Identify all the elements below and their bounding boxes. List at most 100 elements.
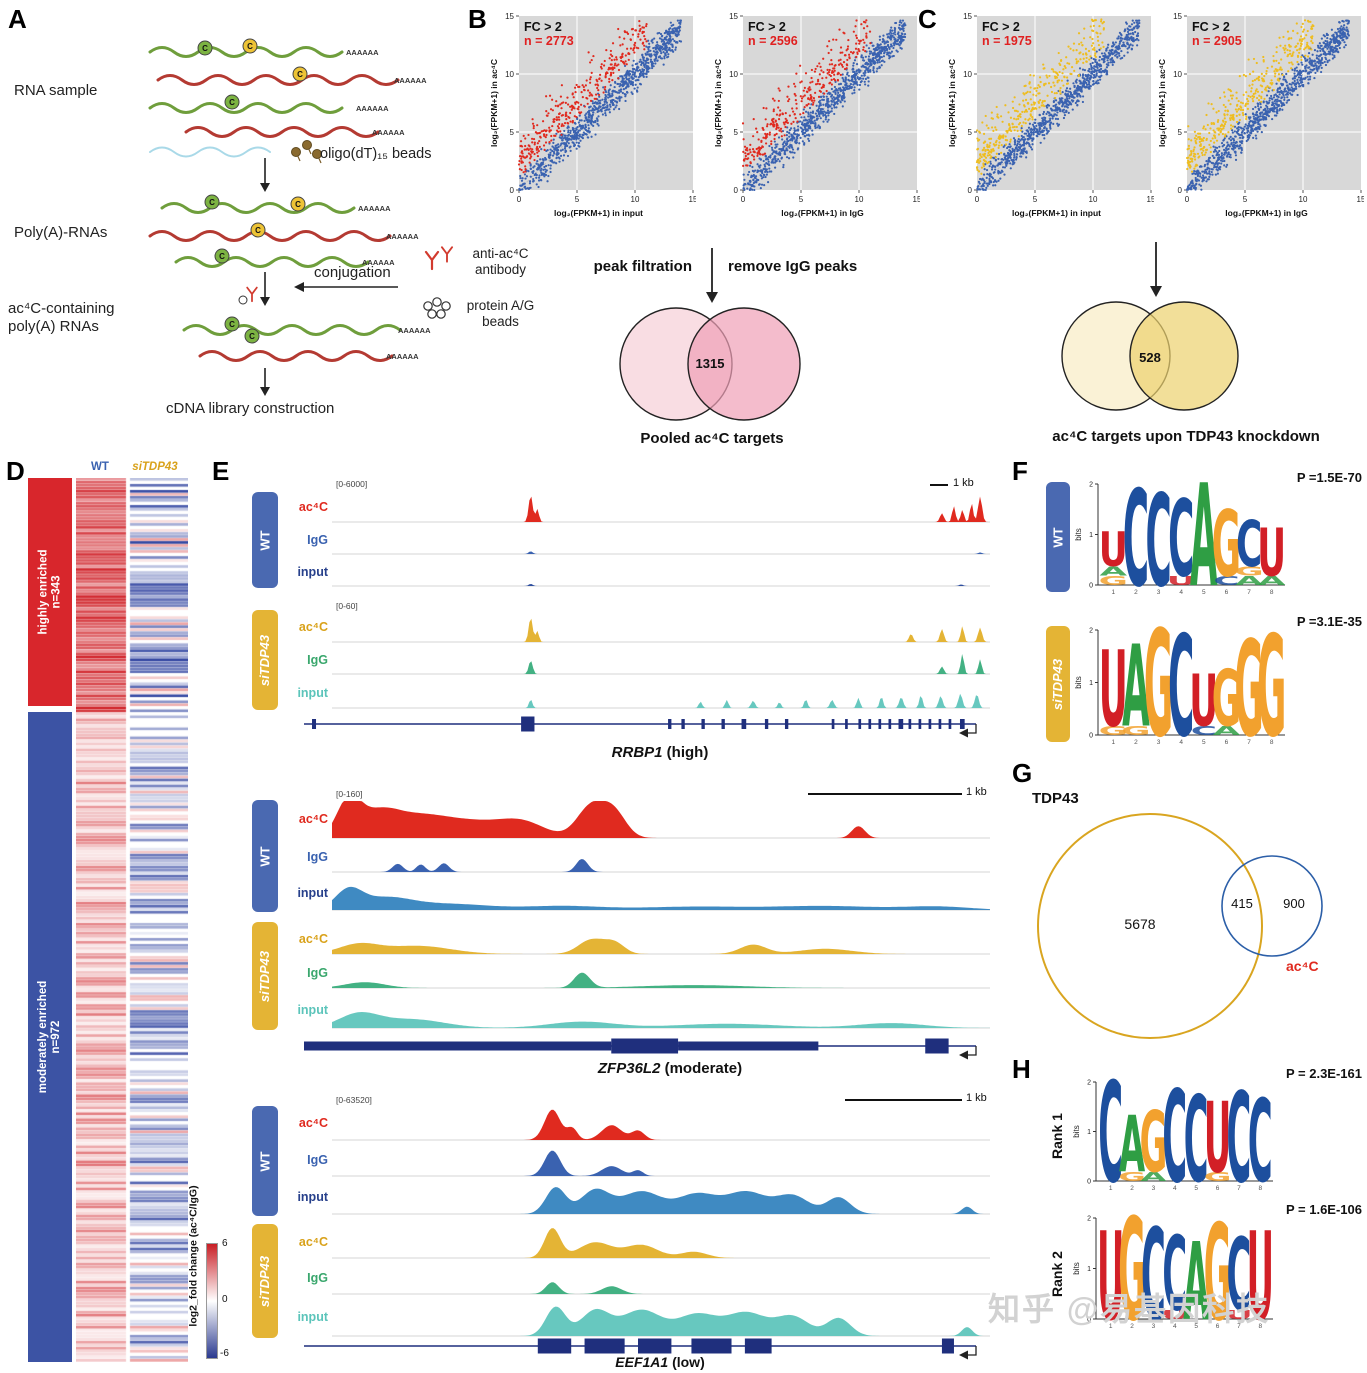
highly-enriched-bar: highly enriched n=343 bbox=[28, 478, 72, 706]
c2-n-label: n = 2905 bbox=[1192, 34, 1242, 48]
track-label-igg: IgG bbox=[307, 850, 328, 864]
tdp43-label: TDP43 bbox=[1032, 790, 1079, 807]
motif-wt-pvalue: P =1.5E-70 bbox=[1296, 470, 1362, 485]
svg-text:AAAAAA: AAAAAA bbox=[356, 104, 389, 113]
svg-text:5: 5 bbox=[1243, 195, 1248, 204]
pooled-targets-venn bbox=[619, 307, 801, 421]
tracks-eef1a1-svg bbox=[332, 1109, 990, 1337]
track-label-input: input bbox=[297, 1310, 328, 1324]
svg-text:10: 10 bbox=[505, 70, 514, 79]
venn-g-overlap-value: 415 bbox=[1231, 896, 1253, 911]
track-label-igg: IgG bbox=[307, 1271, 328, 1285]
watermark: 知乎 @易基因科技 bbox=[988, 1291, 1271, 1327]
svg-text:AAAAAA: AAAAAA bbox=[362, 258, 395, 267]
track-label-input: input bbox=[297, 686, 328, 700]
svg-text:C: C bbox=[255, 226, 261, 235]
moderately-enriched-bar: moderately enriched n=972 bbox=[28, 712, 72, 1362]
svg-text:C: C bbox=[247, 42, 253, 51]
svg-text:C: C bbox=[295, 200, 301, 209]
c2-x-axis-label: log₂(FPKM+1) in IgG bbox=[1225, 208, 1308, 218]
svg-text:5: 5 bbox=[799, 195, 804, 204]
track-label-igg: IgG bbox=[307, 653, 328, 667]
remove-igg-label: remove IgG peaks bbox=[728, 258, 858, 275]
track-label-ac4c: ac⁴C bbox=[298, 812, 328, 826]
wt-block-rrbp1: WT bbox=[252, 492, 278, 588]
track-label-igg: IgG bbox=[307, 1153, 328, 1167]
cdna-label: cDNA library construction bbox=[166, 400, 335, 417]
heatmap-canvas bbox=[76, 478, 188, 1362]
b2-x-axis-label: log₂(FPKM+1) in IgG bbox=[781, 208, 864, 218]
svg-text:15: 15 bbox=[1147, 195, 1154, 204]
svg-text:AAAAAA: AAAAAA bbox=[394, 76, 427, 85]
svg-text:C: C bbox=[297, 70, 303, 79]
range-eef1a1-wt: [0-63520] bbox=[336, 1095, 372, 1105]
colorbar bbox=[206, 1243, 218, 1359]
svg-text:0: 0 bbox=[517, 195, 522, 204]
b1-n-label: n = 2773 bbox=[524, 34, 574, 48]
svg-text:5: 5 bbox=[510, 128, 515, 137]
b1-scatter-svg: 00 5 5 10 10 15 15 bbox=[505, 12, 696, 204]
gene-model-eef1a1-svg bbox=[304, 1338, 977, 1360]
svg-text:0: 0 bbox=[741, 195, 746, 204]
track-label-input: input bbox=[297, 565, 328, 579]
svg-text:10: 10 bbox=[855, 195, 864, 204]
ac4c-containing-label-2: poly(A) RNAs bbox=[8, 318, 99, 335]
tracks-zfp36l2-svg bbox=[332, 801, 990, 1029]
track-label-input: input bbox=[297, 1190, 328, 1204]
heatmap-col-si: siTDP43 bbox=[132, 461, 178, 473]
svg-text:15: 15 bbox=[963, 12, 972, 21]
b2-y-axis-label: log₂(FPKM+1) in ac⁴C bbox=[713, 58, 723, 148]
svg-text:15: 15 bbox=[913, 195, 920, 204]
c2-scatter-svg: 00 5 5 10 10 15 15 bbox=[1173, 12, 1364, 204]
svg-text:5: 5 bbox=[575, 195, 580, 204]
svg-text:15: 15 bbox=[689, 195, 696, 204]
b1-x-axis-label: log₂(FPKM+1) in input bbox=[553, 208, 643, 218]
venn-c-value: 528 bbox=[1139, 350, 1161, 365]
svg-text:10: 10 bbox=[729, 70, 738, 79]
rank2-pvalue: P = 1.6E-106 bbox=[1285, 1202, 1362, 1217]
rna-sample-label: RNA sample bbox=[14, 82, 98, 99]
svg-text:0: 0 bbox=[968, 186, 973, 195]
knockdown-targets-venn bbox=[1061, 301, 1239, 411]
track-label-ac4c: ac⁴C bbox=[298, 1116, 328, 1130]
peak-filtration-label: peak filtration bbox=[593, 258, 692, 275]
svg-text:10: 10 bbox=[963, 70, 972, 79]
si-block-eef1a1: siTDP43 bbox=[252, 1224, 278, 1338]
svg-text:C: C bbox=[202, 44, 208, 53]
b1-fc-label: FC > 2 bbox=[524, 20, 562, 34]
svg-text:AAAAAA: AAAAAA bbox=[346, 48, 379, 57]
gene-name-zfp36l2: ZFP36L2 (moderate) bbox=[597, 1060, 743, 1077]
gene-model-rrbp1-svg bbox=[304, 716, 977, 738]
ac4c-label: ac⁴C bbox=[1286, 958, 1319, 974]
svg-text:AAAAAA: AAAAAA bbox=[358, 204, 391, 213]
svg-text:C: C bbox=[219, 252, 225, 261]
svg-text:C: C bbox=[229, 98, 235, 107]
rank1-label: Rank 1 bbox=[1049, 1113, 1066, 1159]
si-block-motif: siTDP43 bbox=[1046, 626, 1070, 742]
down-arrow-icon bbox=[706, 248, 718, 303]
b1-y-axis-label: log₂(FPKM+1) in ac⁴C bbox=[489, 58, 499, 148]
gene-name-eef1a1: EEF1A1 (low) bbox=[615, 1354, 705, 1370]
colorbar-min: -6 bbox=[220, 1348, 229, 1359]
range-rrbp1-si: [0-60] bbox=[336, 601, 358, 611]
c1-x-axis-label: log₂(FPKM+1) in input bbox=[1011, 208, 1101, 218]
colorbar-mid: 0 bbox=[222, 1294, 228, 1305]
scalebar-1 bbox=[930, 484, 948, 486]
panel-b-label: B bbox=[468, 4, 487, 34]
track-label-igg: IgG bbox=[307, 533, 328, 547]
b2-fc-label: FC > 2 bbox=[748, 20, 786, 34]
si-block-rrbp1: siTDP43 bbox=[252, 610, 278, 710]
svg-text:0: 0 bbox=[975, 195, 980, 204]
gene-name-rrbp1: RRBP1 (high) bbox=[611, 744, 709, 761]
scatter-b2: log₂(FPKM+1) in ac⁴C 0 0 5 5 10 10 15 15 FC > 2… bbox=[712, 12, 922, 226]
panel-f-label: F bbox=[1012, 456, 1028, 486]
venn-g-small-value: 900 bbox=[1283, 896, 1305, 911]
heatmap-col-wt: WT bbox=[91, 461, 109, 473]
scalebar-2 bbox=[808, 793, 962, 795]
down-arrow-icon bbox=[1150, 242, 1162, 297]
motif-si-pvalue: P =3.1E-35 bbox=[1296, 614, 1362, 629]
track-label-ac4c: ac⁴C bbox=[298, 500, 328, 514]
